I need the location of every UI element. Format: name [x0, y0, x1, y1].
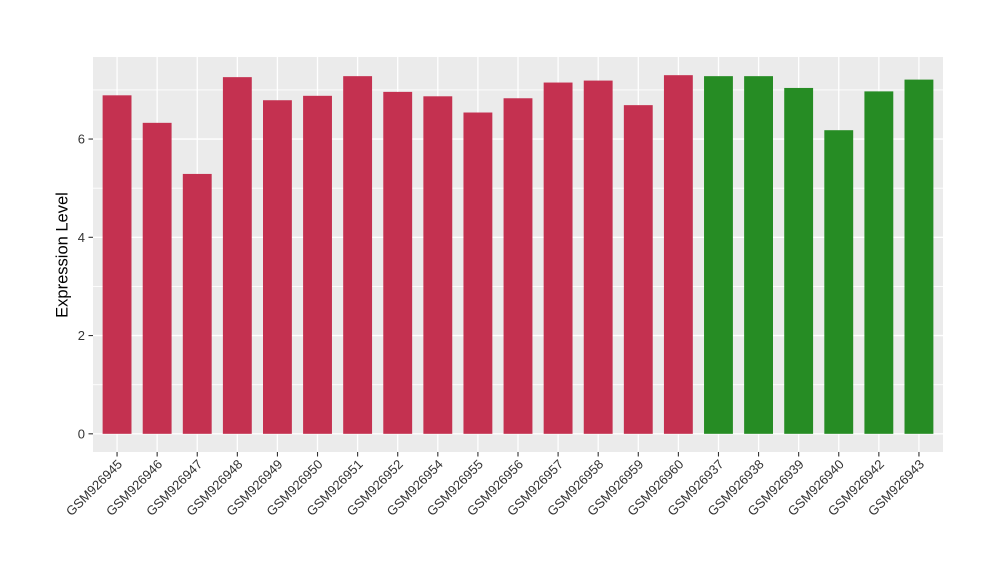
bar-GSM926946: [142, 122, 172, 434]
y-tick-label-2: 2: [78, 328, 85, 343]
y-tick-label-0: 0: [78, 426, 85, 441]
bar-GSM926937: [704, 76, 733, 434]
bar-GSM926948: [222, 77, 252, 434]
bar-GSM926949: [263, 100, 292, 434]
y-tick-label-4: 4: [78, 230, 85, 245]
bar-GSM926942: [864, 91, 894, 434]
bar-GSM926958: [583, 80, 613, 434]
bar-GSM926956: [503, 98, 533, 434]
bar-GSM926951: [343, 76, 373, 434]
bar-GSM926959: [623, 105, 653, 434]
bar-GSM926939: [784, 87, 814, 434]
bar-GSM926955: [463, 112, 493, 434]
bar-GSM926945: [102, 95, 132, 434]
y-axis-title: Expression Level: [53, 192, 72, 318]
bar-GSM926938: [744, 76, 773, 434]
bar-GSM926952: [383, 91, 413, 434]
bar-GSM926954: [423, 96, 453, 434]
bar-GSM926940: [824, 130, 854, 434]
bar-GSM926957: [543, 82, 573, 434]
bar-GSM926943: [904, 79, 934, 434]
bar-GSM926947: [182, 173, 212, 434]
bar-GSM926960: [663, 75, 693, 434]
bar-GSM926950: [303, 95, 332, 434]
y-tick-label-6: 6: [78, 132, 85, 147]
